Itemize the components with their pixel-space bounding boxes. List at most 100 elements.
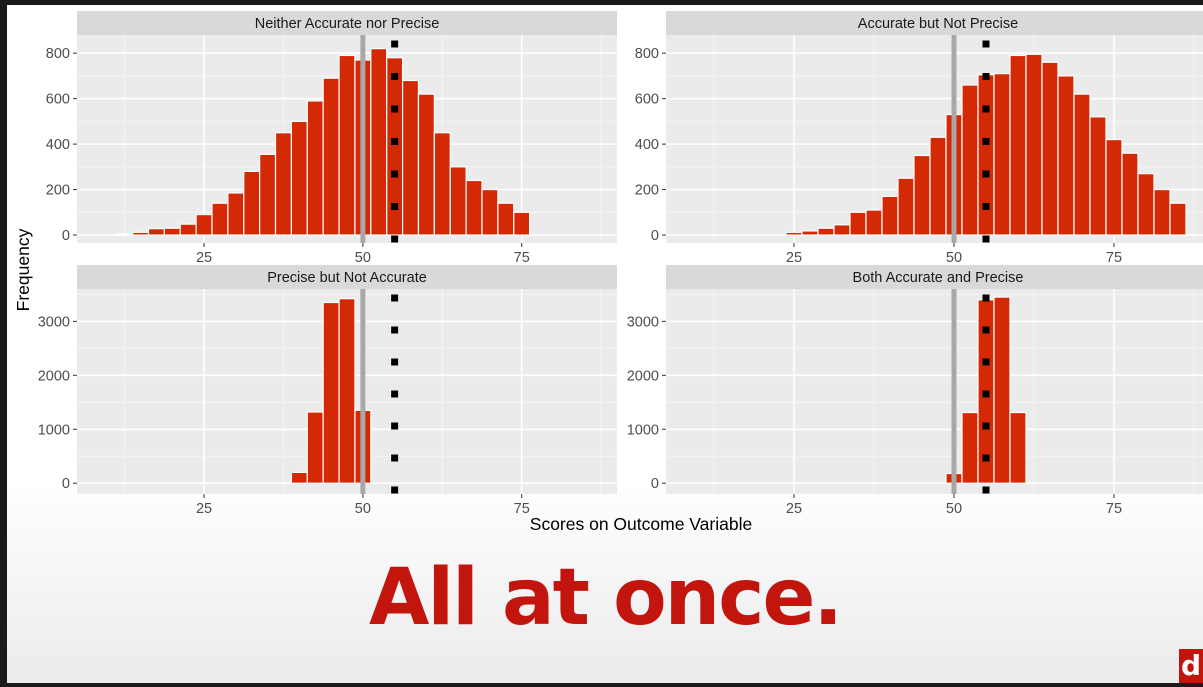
- y-tick-label: 3000: [38, 314, 70, 330]
- y-tick-label: 400: [635, 137, 659, 153]
- estimate-marker-dot: [391, 486, 399, 494]
- panel-1: Neither Accurate nor Precise 0 200 400 600 80…: [46, 11, 617, 266]
- estimate-marker-dot: [982, 73, 990, 80]
- x-tick-label: 75: [1106, 501, 1122, 517]
- histogram-bar: [1009, 411, 1027, 484]
- histogram-bar: [913, 154, 931, 236]
- estimate-marker-dot: [391, 422, 399, 430]
- histogram-bar: [1105, 138, 1123, 236]
- panel-strip: [77, 265, 617, 289]
- panel-strip: [666, 11, 1203, 35]
- video-frame: Neither Accurate nor Precise 0 200 400 600 80…: [7, 5, 1203, 683]
- histogram-bar: [1057, 75, 1075, 236]
- histogram-bar: [370, 48, 388, 236]
- estimate-marker-dot: [391, 170, 399, 178]
- histogram-bar: [977, 74, 995, 236]
- histogram-bar: [290, 471, 308, 484]
- estimate-marker-dot: [982, 235, 990, 243]
- y-tick-label: 0: [62, 476, 70, 492]
- estimate-marker-dot: [982, 170, 990, 178]
- histogram-bar: [179, 223, 197, 236]
- histogram-bar: [897, 177, 915, 236]
- x-tick-label: 25: [786, 250, 802, 266]
- panel-title: Neither Accurate nor Precise: [255, 16, 440, 32]
- histogram-bar: [147, 228, 165, 236]
- panel-2: Accurate but Not Precise 0 200 400 600 800 25 5…: [635, 11, 1203, 266]
- panel-title: Both Accurate and Precise: [853, 270, 1024, 286]
- histogram-bar: [993, 73, 1011, 236]
- histogram-bar: [497, 202, 515, 236]
- estimate-marker-dot: [391, 73, 399, 80]
- histogram-bar: [961, 411, 979, 484]
- x-tick-label: 50: [946, 501, 962, 517]
- y-tick-label: 0: [62, 228, 70, 244]
- histogram-bar: [243, 170, 261, 236]
- histogram-bar: [481, 188, 499, 236]
- estimate-marker-dot: [391, 203, 399, 210]
- y-tick-label: 600: [46, 92, 70, 108]
- histogram-bar: [322, 301, 340, 484]
- estimate-marker-dot: [391, 235, 399, 243]
- panel-background: [666, 289, 1203, 494]
- histogram-bar: [849, 211, 867, 236]
- histogram-bar: [993, 296, 1011, 484]
- histogram-bar: [513, 211, 531, 236]
- panel-title: Accurate but Not Precise: [858, 16, 1018, 32]
- y-tick-label: 800: [46, 46, 70, 62]
- histogram-bar: [1089, 116, 1107, 236]
- estimate-marker-dot: [391, 138, 399, 145]
- histogram-bar: [1025, 53, 1043, 236]
- estimate-marker-dot: [982, 40, 990, 48]
- estimate-marker-dot: [391, 294, 399, 302]
- histogram-bar: [338, 54, 356, 236]
- panel-4: Both Accurate and Precise 0 1000 2000 3000 25…: [627, 265, 1203, 517]
- histogram-bar: [131, 231, 150, 236]
- y-tick-label: 200: [46, 183, 70, 199]
- x-tick-label: 50: [355, 501, 371, 517]
- y-tick-label: 1000: [627, 422, 659, 438]
- y-tick-label: 200: [635, 183, 659, 199]
- y-axis-title: Frequency: [13, 228, 33, 311]
- histogram-bar: [227, 192, 245, 236]
- histogram-bar: [785, 231, 803, 236]
- y-tick-label: 600: [635, 92, 659, 108]
- y-tick-label: 1000: [38, 422, 70, 438]
- y-tick-label: 2000: [627, 368, 659, 384]
- histogram-bar: [195, 213, 213, 236]
- histogram-bar: [306, 411, 324, 484]
- histogram-bar: [417, 93, 435, 236]
- histogram-bar: [306, 100, 324, 236]
- estimate-marker-dot: [982, 486, 990, 494]
- histogram-bar: [433, 132, 451, 236]
- estimate-marker-dot: [391, 40, 399, 48]
- estimate-marker-dot: [391, 326, 399, 334]
- x-tick-label: 75: [514, 250, 530, 266]
- histogram-bar: [1073, 93, 1091, 236]
- histogram-bar: [449, 166, 467, 236]
- x-axis-title: Scores on Outcome Variable: [530, 514, 752, 534]
- histogram-bar: [1121, 152, 1139, 236]
- histogram-bar: [401, 79, 420, 236]
- estimate-marker-dot: [391, 358, 399, 366]
- estimate-marker-dot: [982, 294, 990, 302]
- histogram-bar: [881, 195, 899, 236]
- x-tick-label: 50: [355, 250, 371, 266]
- estimate-marker-dot: [391, 454, 399, 462]
- panel-title: Precise but Not Accurate: [267, 270, 427, 286]
- histogram-bar: [817, 227, 835, 236]
- x-tick-label: 75: [1106, 250, 1122, 266]
- histogram-bar: [259, 153, 277, 236]
- histogram-bar: [865, 209, 883, 236]
- estimate-marker-dot: [982, 326, 990, 334]
- y-tick-label: 0: [651, 228, 659, 244]
- estimate-marker-dot: [982, 454, 990, 462]
- y-tick-label: 800: [635, 46, 659, 62]
- x-tick-label: 50: [946, 250, 962, 266]
- caption-text: All at once.: [369, 553, 843, 643]
- y-tick-label: 2000: [38, 368, 70, 384]
- panel-strip: [666, 265, 1203, 289]
- x-tick-label: 25: [196, 501, 212, 517]
- estimate-marker-dot: [982, 390, 990, 398]
- y-tick-label: 3000: [627, 314, 659, 330]
- histogram-bar: [322, 77, 340, 236]
